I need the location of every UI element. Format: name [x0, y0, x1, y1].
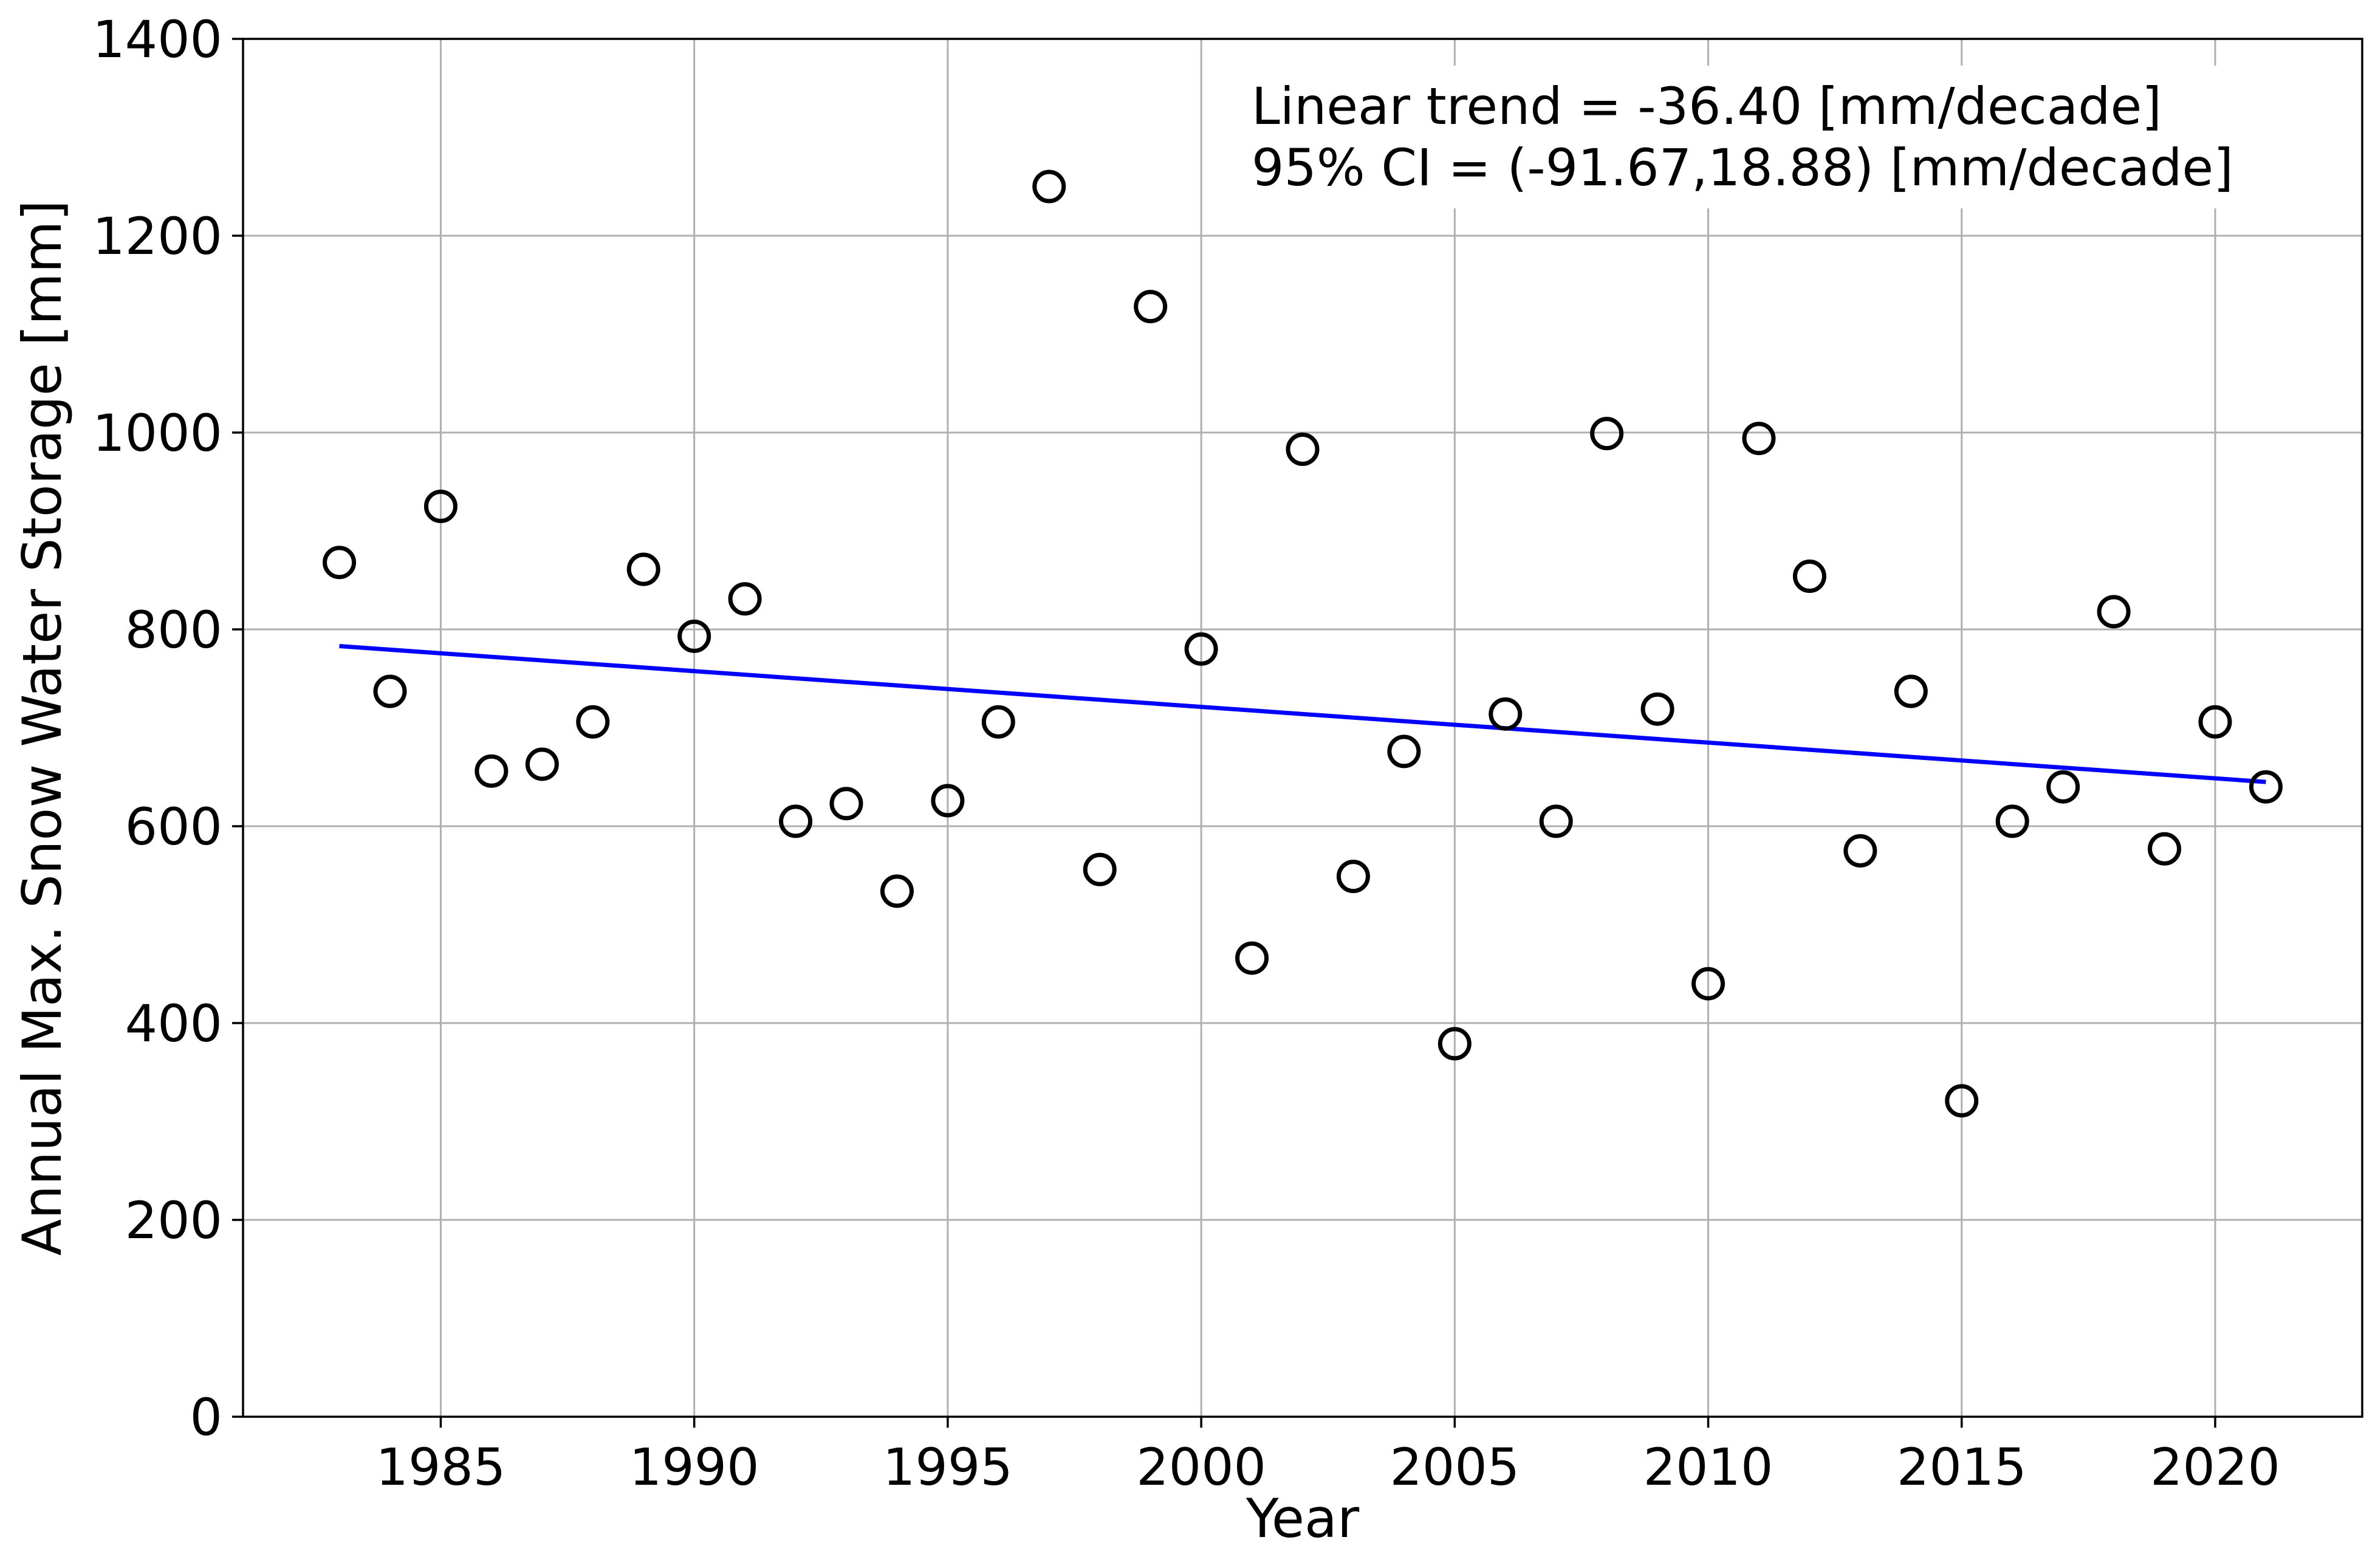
y-tick-label: 0	[190, 1388, 222, 1447]
data-point	[1387, 734, 1421, 769]
trend-layer	[339, 644, 2266, 784]
data-point	[1184, 632, 1218, 666]
data-point	[1742, 422, 1776, 456]
data-point	[323, 546, 357, 580]
y-tick-label: 200	[125, 1191, 222, 1250]
x-axis-ticks: 1985 1990 1995 2000 2005 2010 2015 2020	[376, 1417, 2280, 1497]
data-point	[1894, 674, 1928, 708]
x-axis-label: Year	[1246, 1487, 1360, 1550]
data-point	[1286, 433, 1320, 467]
plot-frame	[242, 38, 2363, 1418]
data-point	[626, 552, 660, 586]
data-point	[2249, 770, 2283, 804]
data-point	[931, 784, 965, 818]
data-point	[1083, 852, 1117, 886]
data-point	[1235, 941, 1269, 975]
data-point	[1437, 1027, 1472, 1061]
data-point	[1032, 169, 1066, 204]
x-tick-label: 2020	[2150, 1437, 2280, 1497]
data-point	[779, 804, 813, 838]
data-point	[677, 619, 711, 653]
ci-annotation: 95% CI = (-91.67,18.88) [mm/decade]	[1252, 138, 2233, 197]
trend-annotation: Linear trend = -36.40 [mm/decade]	[1252, 77, 2162, 136]
data-point	[728, 582, 762, 616]
data-point	[2046, 770, 2080, 804]
data-point	[1792, 560, 1826, 594]
x-tick-label: 2005	[1389, 1437, 1520, 1497]
x-tick-label: 1995	[883, 1437, 1013, 1497]
data-point	[1489, 697, 1523, 731]
data-point	[525, 747, 559, 781]
data-point	[829, 787, 863, 821]
trend-line	[339, 644, 2266, 784]
data-point	[423, 490, 457, 523]
data-point	[2148, 832, 2182, 866]
y-tick-label: 1200	[92, 207, 222, 266]
data-point	[373, 674, 407, 708]
data-point	[2097, 595, 2131, 629]
data-point	[2198, 705, 2232, 739]
y-axis-label: Annual Max. Snow Water Storage [mm]	[11, 200, 74, 1256]
data-point	[1843, 834, 1877, 868]
y-tick-label: 400	[125, 994, 222, 1053]
x-tick-label: 1990	[629, 1437, 759, 1497]
y-axis-ticks: 0 200 400 600 800 1000 1200 1400	[92, 10, 243, 1447]
data-point	[1995, 804, 2029, 838]
data-point	[576, 705, 610, 739]
y-tick-label: 1000	[92, 403, 222, 463]
data-point	[475, 754, 509, 788]
x-tick-label: 2000	[1136, 1437, 1266, 1497]
data-point	[1336, 860, 1370, 894]
data-point	[880, 874, 914, 908]
x-tick-label: 2015	[1897, 1437, 2027, 1497]
points-layer	[323, 169, 2283, 1118]
data-point	[981, 705, 1015, 739]
data-point	[1640, 692, 1674, 726]
y-tick-label: 800	[125, 600, 222, 660]
annotation-box	[1239, 66, 2339, 208]
data-point	[1590, 417, 1624, 451]
y-tick-label: 1400	[92, 10, 222, 69]
data-point	[1134, 290, 1168, 324]
data-point	[1945, 1084, 1979, 1118]
grid-lines	[243, 38, 2362, 1418]
data-point	[1539, 804, 1573, 838]
data-point	[1691, 967, 1725, 1001]
x-tick-label: 1985	[376, 1437, 506, 1497]
y-tick-label: 600	[125, 797, 222, 857]
x-tick-label: 2010	[1643, 1437, 1773, 1497]
